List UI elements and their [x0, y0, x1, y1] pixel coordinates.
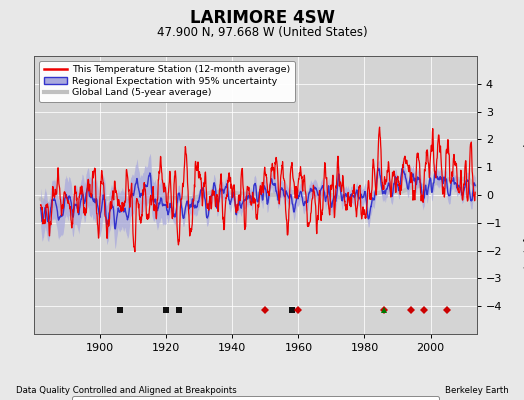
Text: Berkeley Earth: Berkeley Earth [444, 386, 508, 395]
Text: LARIMORE 4SW: LARIMORE 4SW [190, 9, 334, 27]
Y-axis label: Temperature Anomaly (°C): Temperature Anomaly (°C) [522, 121, 524, 269]
Text: Data Quality Controlled and Aligned at Breakpoints: Data Quality Controlled and Aligned at B… [16, 386, 236, 395]
Legend: Station Move, Record Gap, Time of Obs. Change, Empirical Break: Station Move, Record Gap, Time of Obs. C… [72, 396, 439, 400]
Text: 47.900 N, 97.668 W (United States): 47.900 N, 97.668 W (United States) [157, 26, 367, 39]
